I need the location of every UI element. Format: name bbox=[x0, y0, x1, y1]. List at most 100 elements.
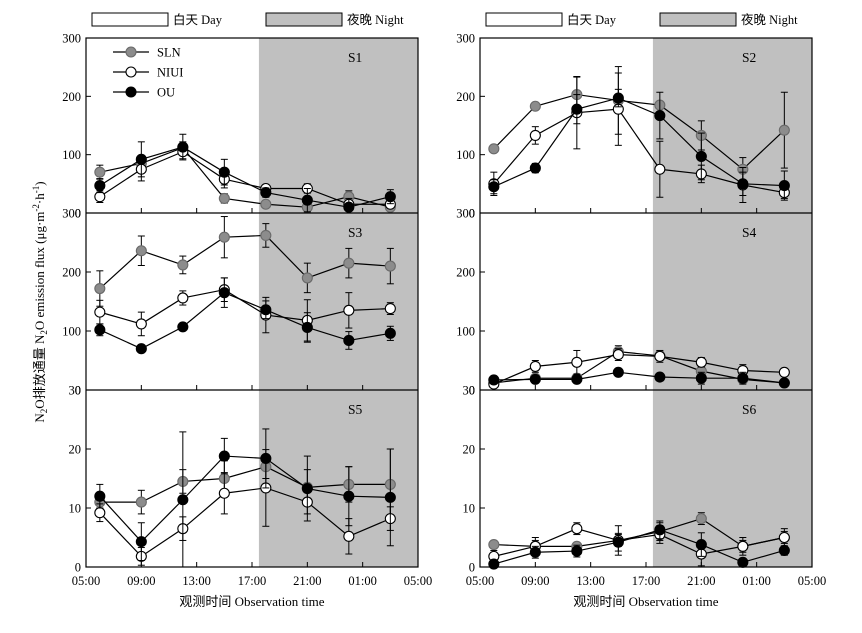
data-point bbox=[778, 531, 790, 544]
series-line bbox=[493, 529, 785, 565]
series-niui bbox=[488, 348, 790, 390]
data-point bbox=[529, 129, 541, 141]
y-tick-label: 0 bbox=[75, 561, 81, 575]
data-point bbox=[737, 556, 749, 568]
data-point bbox=[778, 377, 790, 389]
data-point bbox=[218, 450, 230, 462]
data-point bbox=[529, 100, 541, 112]
data-point bbox=[301, 482, 313, 495]
data-point bbox=[218, 166, 230, 178]
x-axis-label: 观测时间 Observation time bbox=[179, 594, 324, 609]
data-point bbox=[737, 372, 749, 384]
data-point bbox=[94, 191, 106, 203]
data-point bbox=[384, 327, 396, 339]
data-point bbox=[343, 201, 355, 213]
data-point bbox=[94, 306, 106, 318]
night-band-label: 夜晚 Night bbox=[741, 12, 798, 27]
x-tick-label: 21:00 bbox=[293, 574, 321, 588]
data-point bbox=[218, 487, 230, 499]
data-point bbox=[571, 103, 583, 115]
panel-label: S5 bbox=[348, 402, 363, 417]
data-point bbox=[94, 180, 106, 192]
panel-s2: 0 100 200 300 S2 bbox=[456, 32, 813, 221]
data-point bbox=[778, 180, 790, 192]
x-tick-label: 21:00 bbox=[687, 574, 715, 588]
legend-label: SLN bbox=[157, 46, 181, 60]
data-point bbox=[177, 494, 189, 506]
data-point bbox=[343, 490, 355, 502]
data-point bbox=[343, 530, 355, 542]
x-tick-label: 09:00 bbox=[521, 574, 549, 588]
x-tick-label: 13:00 bbox=[182, 574, 210, 588]
night-band-label: 夜晚 Night bbox=[347, 12, 404, 27]
night-band-swatch bbox=[265, 12, 343, 27]
data-point bbox=[654, 163, 666, 175]
legend-marker bbox=[125, 46, 137, 58]
x-tick-label: 05:00 bbox=[72, 574, 100, 588]
data-point bbox=[571, 545, 583, 557]
series-line bbox=[493, 108, 785, 194]
y-tick-label: 300 bbox=[456, 32, 475, 46]
data-point bbox=[778, 124, 790, 136]
y-tick-label: 30 bbox=[463, 384, 476, 398]
data-point bbox=[301, 194, 313, 206]
data-point bbox=[260, 229, 272, 241]
series-ou bbox=[488, 366, 790, 389]
legend-entry-ou: OU bbox=[113, 86, 175, 100]
data-point bbox=[612, 92, 624, 104]
x-tick-label: 13:00 bbox=[576, 574, 604, 588]
x-tick-label: 05:00 bbox=[466, 574, 494, 588]
data-point bbox=[384, 191, 396, 203]
data-point bbox=[695, 539, 707, 551]
data-point bbox=[612, 536, 624, 548]
data-point bbox=[488, 181, 500, 193]
data-point bbox=[260, 452, 272, 464]
series-line bbox=[99, 146, 391, 208]
column-frame-1 bbox=[85, 37, 419, 568]
data-point bbox=[260, 198, 272, 210]
data-point bbox=[488, 374, 500, 386]
data-point bbox=[384, 491, 396, 503]
data-point bbox=[695, 356, 707, 368]
series-line bbox=[493, 371, 785, 384]
panel-label: S1 bbox=[348, 50, 362, 65]
data-point bbox=[737, 178, 749, 190]
series-line bbox=[493, 353, 785, 385]
data-point bbox=[260, 187, 272, 199]
data-point bbox=[218, 192, 230, 204]
data-point bbox=[488, 539, 500, 551]
y-tick-label: 100 bbox=[456, 148, 475, 162]
series-sln bbox=[94, 216, 396, 307]
night-shading bbox=[258, 38, 418, 213]
data-point bbox=[177, 141, 189, 153]
y-tick-label: 100 bbox=[62, 148, 81, 162]
x-axis-label: 观测时间 Observation time bbox=[573, 594, 718, 609]
y-tick-label: 300 bbox=[62, 207, 81, 221]
y-tick-label: 20 bbox=[69, 443, 82, 457]
data-point bbox=[177, 321, 189, 333]
y-tick-label: 300 bbox=[456, 207, 475, 221]
y-axis-label: N2O排放通量 N2O emission flux (μg·m-2·h-1) bbox=[31, 181, 49, 422]
data-point bbox=[135, 536, 147, 548]
y-tick-label: 200 bbox=[456, 90, 475, 104]
series-line bbox=[99, 487, 391, 558]
series-line bbox=[99, 291, 391, 350]
data-point bbox=[260, 304, 272, 316]
series-ou bbox=[488, 88, 790, 201]
column-frame-2 bbox=[479, 37, 813, 568]
data-point bbox=[94, 282, 106, 295]
x-tick-label: 01:00 bbox=[742, 574, 770, 588]
panel-label: S4 bbox=[742, 225, 757, 240]
data-point bbox=[529, 373, 541, 385]
y-tick-label: 200 bbox=[62, 90, 81, 104]
data-point bbox=[571, 523, 583, 535]
x-tick-label: 05:00 bbox=[798, 574, 826, 588]
y-tick-label: 200 bbox=[62, 266, 81, 280]
data-point bbox=[654, 350, 666, 362]
legend-entry-niui: NIUI bbox=[113, 66, 183, 80]
data-point bbox=[135, 343, 147, 355]
x-tick-label: 05:00 bbox=[404, 574, 432, 588]
